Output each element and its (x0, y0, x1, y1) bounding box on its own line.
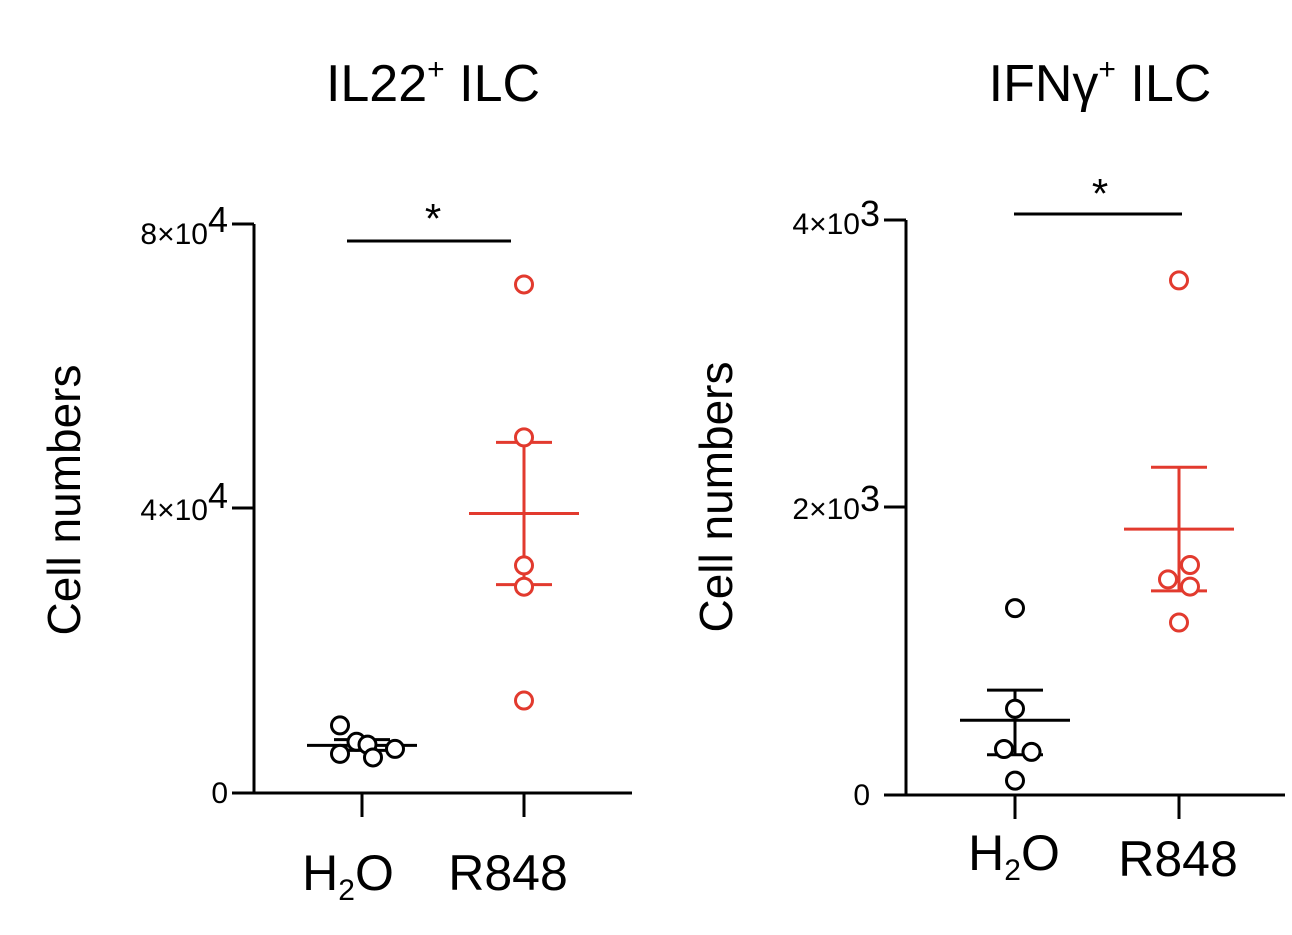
panel-title: IFNγ+ ILC (989, 53, 1212, 113)
y-tick-label: 0 (853, 779, 870, 812)
data-point-r848 (514, 555, 534, 576)
data-point-r848 (1169, 270, 1189, 291)
x-tick-label: H2O (302, 845, 394, 907)
data-point-h2o (1021, 741, 1042, 762)
data-point-h2o (994, 739, 1014, 759)
significance-star: * (1092, 170, 1108, 217)
y-tick-label: 4×104 (140, 475, 228, 527)
y-tick-label: 8×104 (140, 199, 228, 251)
data-point-r848 (514, 576, 534, 597)
y-tick-label: 0 (211, 777, 228, 810)
y-axis-label: Cell numbers (690, 362, 742, 633)
y-tick-label: 4×103 (792, 193, 880, 241)
data-point-r848 (1180, 576, 1200, 597)
y-tick-label: 2×103 (792, 478, 880, 526)
x-tick-label: H2O (968, 825, 1060, 887)
panel-il22: IL22+ ILC Cell numbers 0 4×104 8×104 H2O… (38, 53, 632, 907)
data-point-r848 (1180, 555, 1200, 575)
panel-title: IL22+ ILC (326, 53, 540, 113)
data-point-h2o (1005, 770, 1025, 791)
data-point-r848 (1158, 569, 1178, 590)
data-point-h2o (385, 738, 405, 759)
x-tick-label: R848 (1118, 831, 1238, 887)
data-point-r848 (514, 690, 534, 711)
significance-star: * (425, 195, 441, 242)
chart-marks (960, 270, 1234, 791)
data-point-h2o (330, 715, 350, 736)
y-axis-label: Cell numbers (38, 365, 90, 636)
data-point-h2o (330, 743, 350, 764)
data-point-h2o (1005, 698, 1025, 719)
data-point-r848 (514, 427, 534, 448)
x-tick-label: R848 (448, 845, 568, 901)
panel-ifng: IFNγ+ ILC Cell numbers 0 2×103 4×103 H2O… (690, 53, 1285, 887)
data-point-h2o (1005, 598, 1025, 619)
data-point-r848 (514, 274, 534, 295)
data-point-h2o (363, 747, 383, 768)
data-point-r848 (1169, 612, 1189, 633)
chart-marks (307, 274, 579, 768)
